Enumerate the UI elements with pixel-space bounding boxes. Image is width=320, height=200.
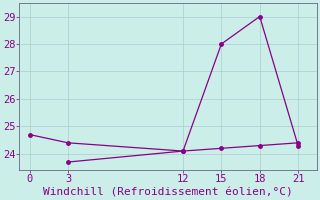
X-axis label: Windchill (Refroidissement éolien,°C): Windchill (Refroidissement éolien,°C) (44, 187, 293, 197)
